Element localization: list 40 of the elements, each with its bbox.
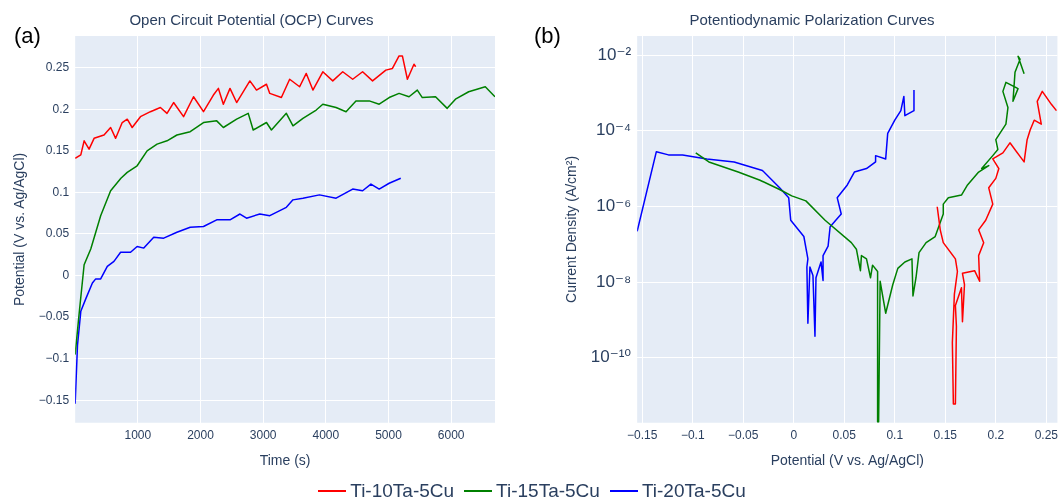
x-axis-title: Time (s) — [259, 452, 311, 469]
y-tick-label: −0.15 — [38, 392, 70, 407]
x-tick-label: 0.2 — [987, 428, 1005, 443]
x-tick-label: 5000 — [375, 428, 403, 443]
legend-label: Ti-20Ta-5Cu — [641, 480, 746, 502]
text: (a) — [14, 23, 41, 49]
x-tick-label: 4000 — [312, 428, 340, 443]
y-axis-title: Potential (V vs. Ag/AgCl) — [11, 152, 28, 307]
y-tick-label: 0.25 — [45, 59, 70, 74]
x-tick-label: 0.25 — [1034, 428, 1059, 443]
y-tick-label: −0.05 — [38, 309, 70, 324]
x-tick-label: −0.15 — [627, 428, 658, 443]
legend-label: Ti-15Ta-5Cu — [496, 480, 600, 502]
x-tick-label: −0.1 — [680, 428, 705, 443]
y-tick-label: 10⁻⁸ — [596, 271, 632, 291]
y-tick-label: −0.1 — [45, 351, 70, 366]
y-axis-title: Current Density (A/cm²) — [563, 155, 580, 303]
chart-title: Open Circuit Potential (OCP) Curves — [129, 11, 374, 29]
x-tick-label: 0.05 — [832, 428, 857, 443]
x-tick-label: −0.05 — [728, 428, 759, 443]
y-tick-label: 10⁻⁴ — [595, 120, 632, 140]
y-tick-label: 0 — [62, 267, 70, 282]
x-tick-label: 2000 — [187, 428, 215, 443]
legend-label: Ti-10Ta-5Cu — [350, 480, 455, 502]
x-tick-label: 0.15 — [933, 428, 958, 443]
y-tick-label: 0.1 — [52, 184, 70, 199]
chart-title: Potentiodynamic Polarization Curves — [689, 11, 935, 29]
y-tick-label: 0.2 — [52, 101, 70, 116]
text: (b) — [534, 23, 561, 49]
x-tick-label: 1000 — [124, 428, 152, 443]
x-axis-title: Potential (V vs. Ag/AgCl) — [770, 452, 924, 469]
x-tick-label: 6000 — [437, 428, 465, 443]
y-tick-label: 10⁻² — [597, 44, 632, 64]
y-tick-label: 0.05 — [45, 226, 70, 241]
x-tick-label: 3000 — [249, 428, 277, 443]
x-tick-label: 0 — [790, 428, 798, 443]
y-tick-label: 0.15 — [45, 143, 70, 158]
y-tick-label: 10⁻¹⁰ — [590, 347, 632, 367]
x-tick-label: 0.1 — [886, 428, 904, 443]
y-tick-label: 10⁻⁶ — [596, 196, 632, 216]
